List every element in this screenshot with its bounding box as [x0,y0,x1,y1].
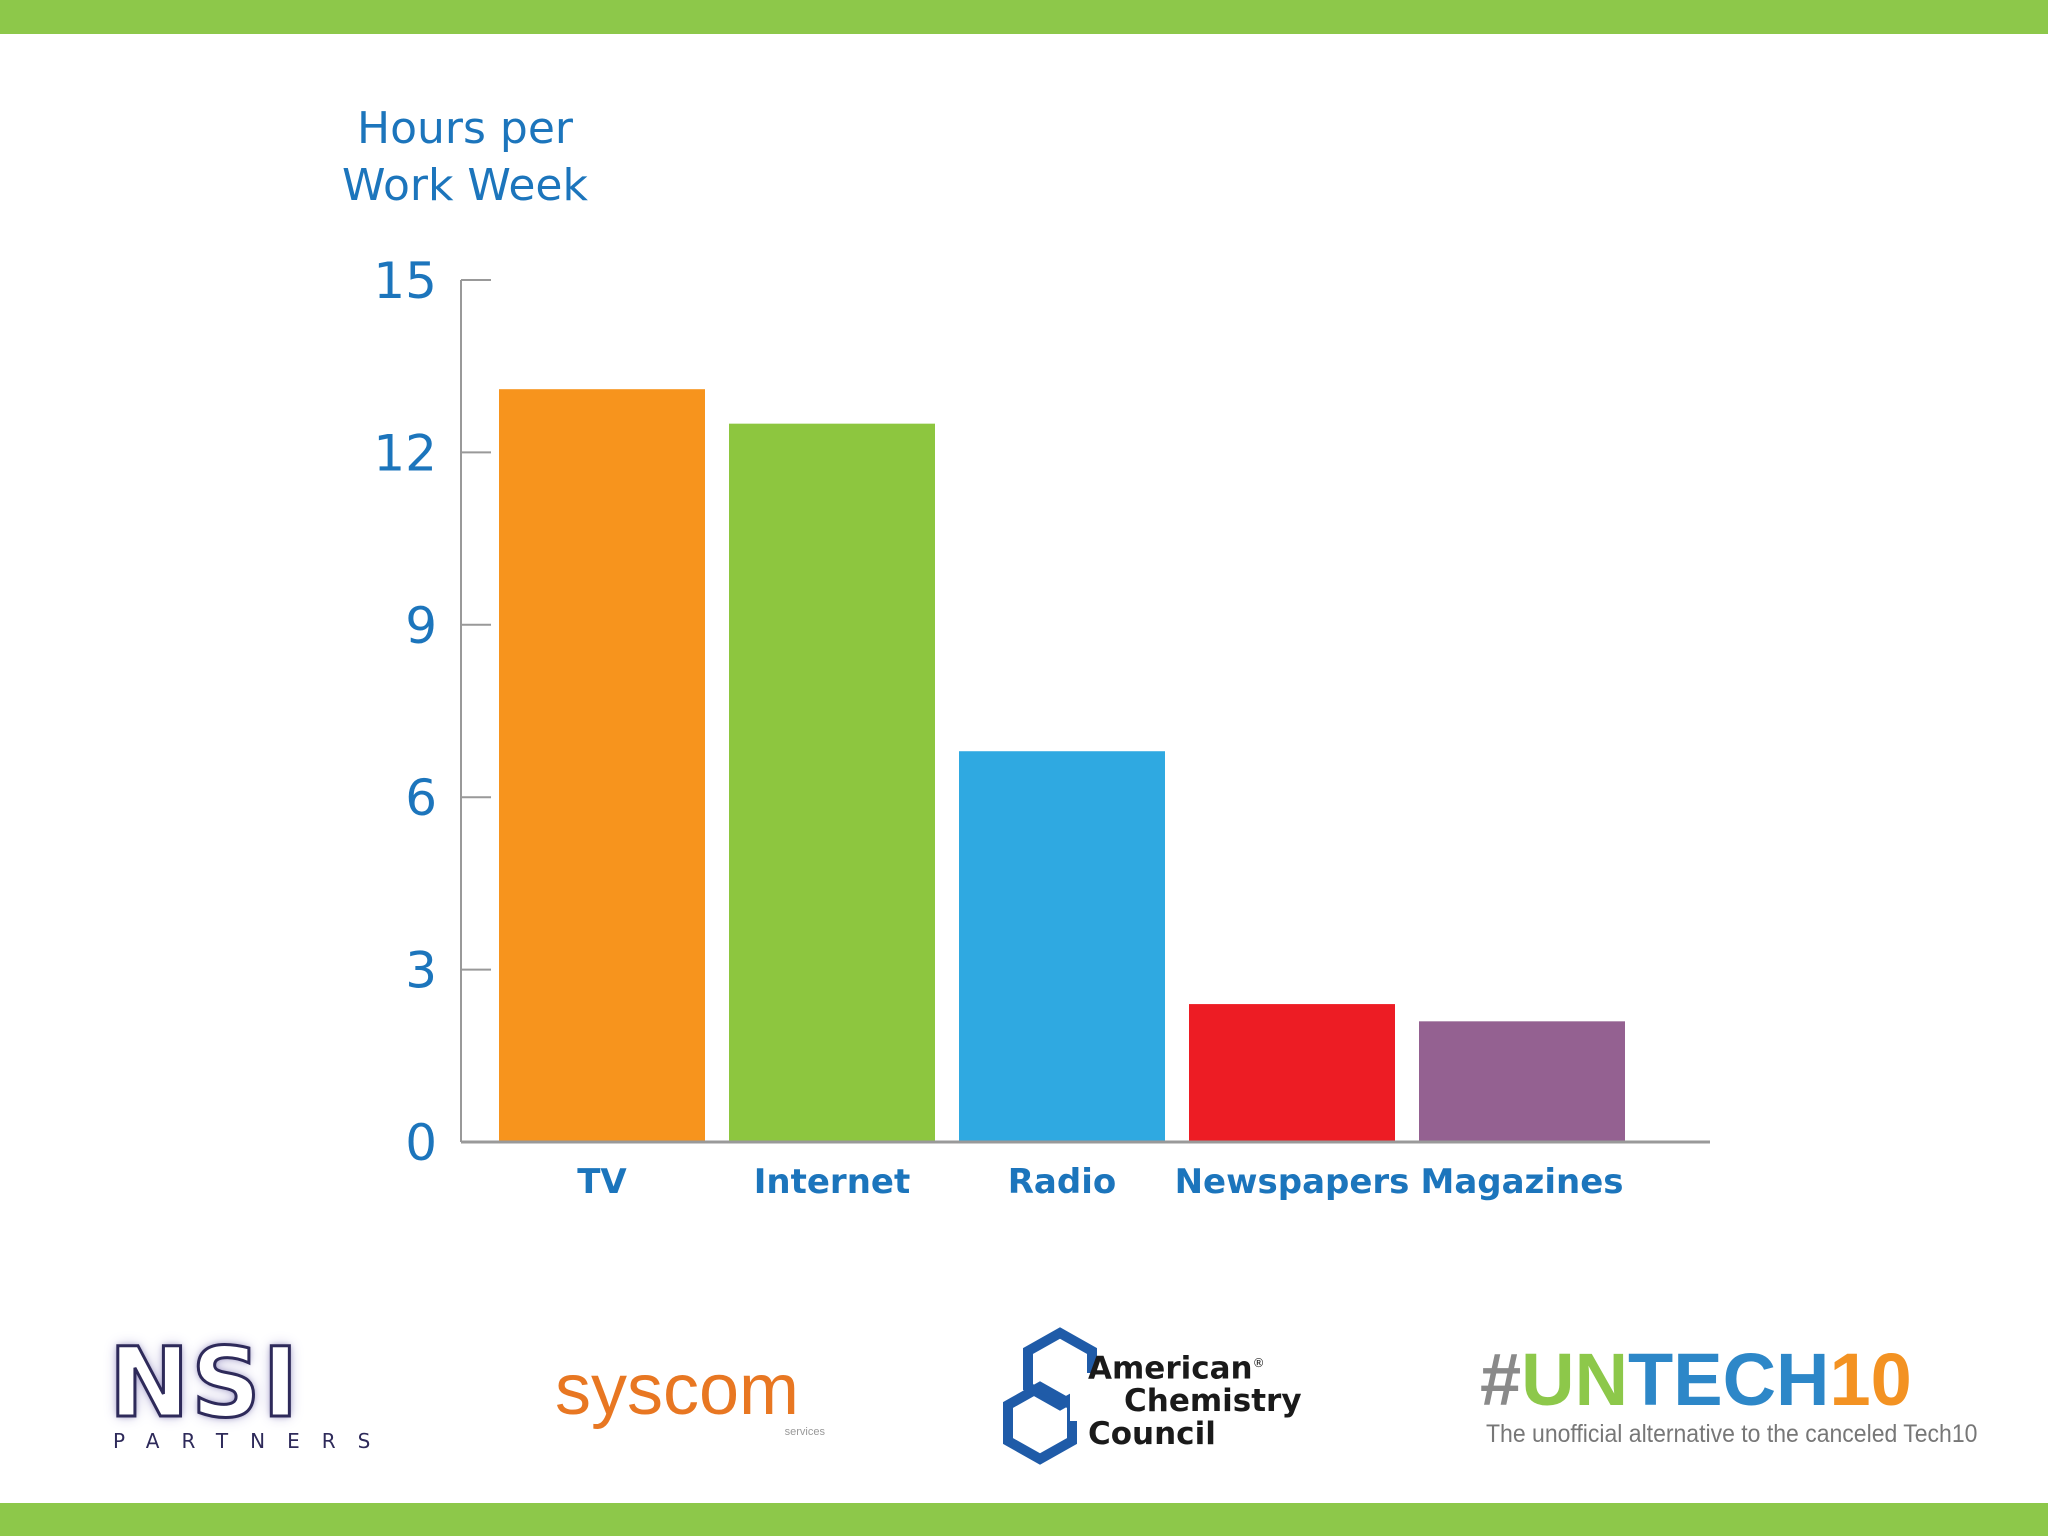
y-tick-label-3: 3 [405,942,437,1000]
acc-line-3: Council [1088,1416,1216,1453]
x-tick-label-tv: TV [577,1162,627,1202]
y-tick-label-12: 12 [373,424,437,482]
y-tick-label-0: 0 [405,1114,437,1172]
x-tick-label-newspapers: Newspapers [1175,1162,1410,1202]
hexagon-icon [1003,1327,1110,1465]
x-tick-label-radio: Radio [1008,1162,1116,1202]
y-tick-label-9: 9 [405,597,437,655]
x-tick-label-internet: Internet [754,1162,910,1202]
bar-tv [499,389,705,1143]
syscom-logo-word: syscom [555,1350,800,1430]
nsi-logo-subtitle: PARTNERS [113,1429,393,1453]
bottom-band [0,1503,2048,1536]
nsi-logo-word: NSI [107,1327,301,1439]
x-tick-label-magazines: Magazines [1420,1162,1623,1202]
untech10-logo: #UNTECH10 The unofficial alternative to … [1480,1338,1977,1450]
untech10-logo-word: #UNTECH10 [1480,1338,1912,1421]
y-tick-label-15: 15 [373,252,437,310]
acc-line-1: American® [1088,1350,1265,1387]
y-axis-title-line-2: Work Week [342,160,588,211]
y-axis-title: Hours per Work Week [330,100,600,214]
bar-chart: TV Internet Radio Newspapers Magazines 0 3 6 9 12… [373,252,1710,1202]
y-axis-title-line-1: Hours per [357,103,573,154]
untech10-tagline: The unofficial alternative to the cancel… [1486,1420,1978,1448]
y-tick-label-6: 6 [405,769,437,827]
acc-line-2: Chemistry [1124,1383,1302,1420]
bar-internet [729,423,935,1143]
syscom-logo-subtitle: services [784,1426,825,1438]
top-band [0,0,2048,34]
syscom-logo: syscom services [555,1350,835,1438]
acc-logo-text: American® Chemistry Council [1088,1347,1302,1451]
american-chemistry-council-logo: American® Chemistry Council [1000,1325,1302,1470]
bar-newspapers [1189,1004,1395,1142]
bar-radio [959,751,1165,1142]
bar-magazines [1419,1021,1625,1142]
nsi-partners-logo: NSI PARTNERS [105,1327,375,1454]
